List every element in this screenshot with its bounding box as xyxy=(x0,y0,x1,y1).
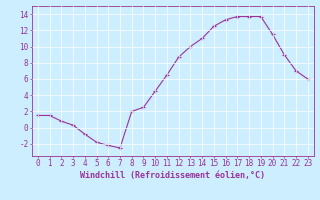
X-axis label: Windchill (Refroidissement éolien,°C): Windchill (Refroidissement éolien,°C) xyxy=(80,171,265,180)
